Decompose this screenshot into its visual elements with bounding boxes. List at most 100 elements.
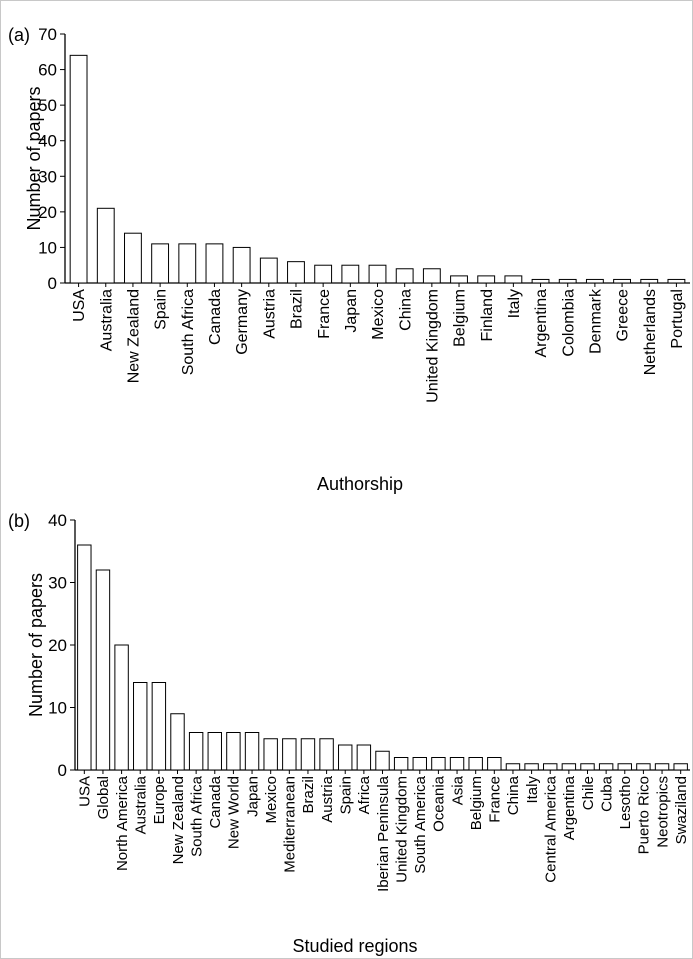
- bar-mediterranean: [282, 738, 297, 771]
- x-tick-label: Brazil: [300, 776, 317, 814]
- x-tick-label: Swaziland: [673, 776, 690, 844]
- x-tick-label: Greece: [615, 289, 632, 342]
- bar-canada: [205, 243, 224, 284]
- x-axis-title: Studied regions: [292, 936, 417, 956]
- x-tick-label: Argentina: [533, 289, 550, 358]
- bar-oceania: [431, 757, 446, 771]
- x-tick-label: Chile: [580, 776, 597, 810]
- x-tick-label: Neotropics: [654, 776, 671, 848]
- y-tick-label: 60: [38, 61, 57, 80]
- x-tick-label: Europe: [151, 776, 168, 824]
- bar-portugal: [667, 278, 686, 284]
- x-tick-label: United Kingdom: [393, 776, 410, 883]
- x-tick-label: Oceania: [431, 775, 448, 832]
- y-tick-label: 10: [48, 699, 67, 718]
- bar-usa: [69, 54, 88, 284]
- y-tick-label: 0: [58, 761, 67, 780]
- x-tick-label: Global: [95, 776, 112, 819]
- x-tick-label: Portugal: [669, 289, 686, 349]
- bar-lesotho: [617, 763, 632, 771]
- bar-new-world: [226, 732, 241, 771]
- bar-belgium: [450, 275, 468, 284]
- x-tick-label: Lesotho: [617, 776, 634, 829]
- y-tick-label: 40: [48, 511, 67, 530]
- x-tick-label: Puerto Rico: [636, 776, 653, 854]
- y-tick-label: 70: [38, 25, 57, 44]
- x-tick-label: United Kingdom: [424, 289, 441, 403]
- bar-africa: [356, 744, 372, 771]
- bar-austria: [259, 257, 278, 284]
- bar-denmark: [585, 278, 604, 284]
- x-tick-label: France: [487, 776, 504, 823]
- bar-europe: [151, 682, 167, 771]
- x-tick-label: USA: [77, 776, 94, 807]
- bar-italy: [504, 275, 523, 284]
- bar-argentina: [561, 763, 577, 771]
- y-tick-label: 30: [38, 167, 57, 186]
- x-tick-label: Japan: [343, 289, 360, 333]
- x-tick-label: South Africa: [188, 775, 205, 857]
- bar-germany: [232, 246, 251, 284]
- y-tick-label: 30: [48, 574, 67, 593]
- x-tick-label: New Zealand: [170, 776, 187, 864]
- x-tick-label: Belgium: [468, 776, 485, 830]
- x-tick-label: Canada: [207, 775, 224, 828]
- bar-colombia: [558, 278, 577, 284]
- bar-australia: [96, 207, 115, 284]
- bar-finland: [477, 275, 496, 284]
- x-tick-label: China: [505, 775, 522, 815]
- x-tick-label: Netherlands: [642, 289, 659, 375]
- y-tick-label: 40: [38, 132, 57, 151]
- panel-label: (a): [8, 25, 30, 45]
- bar-austria: [319, 738, 334, 771]
- x-tick-label: Australia: [98, 289, 115, 351]
- x-tick-label: New Zealand: [126, 289, 143, 383]
- x-tick-label: Africa: [356, 775, 373, 814]
- bar-asia: [449, 757, 465, 771]
- bar-italy: [524, 763, 539, 771]
- bar-chile: [580, 763, 595, 771]
- bar-usa: [77, 544, 92, 771]
- y-tick-label: 10: [38, 238, 57, 257]
- bar-south-africa: [188, 732, 204, 771]
- bar-central-america: [543, 763, 558, 771]
- x-tick-label: South America: [412, 775, 429, 873]
- x-tick-label: Argentina: [561, 775, 578, 840]
- panel-b: 0 10 20 30 40 USA Global North America Australia…: [8, 511, 690, 956]
- bar-belgium: [468, 757, 483, 771]
- bar-japan: [244, 732, 260, 771]
- bar-north-america: [114, 644, 129, 771]
- x-tick-label: Central America: [542, 775, 559, 882]
- x-tick-label: Italy: [524, 776, 541, 804]
- y-tick-label: 20: [38, 203, 57, 222]
- bar-new-zealand: [170, 713, 185, 771]
- bar-south-africa: [178, 243, 197, 284]
- x-tick-label: Spain: [337, 776, 354, 814]
- bar-china: [395, 268, 414, 284]
- bar-global: [95, 569, 111, 771]
- bar-greece: [613, 278, 631, 284]
- bar-iberian-peninsula: [375, 750, 390, 771]
- y-axis-title: Number of papers: [26, 573, 46, 717]
- y-tick-label: 0: [48, 274, 57, 293]
- x-tick-label: Japan: [244, 776, 261, 817]
- x-tick-label: Cuba: [598, 775, 615, 812]
- bar-united-kingdom: [422, 268, 441, 284]
- bar-netherlands: [640, 278, 659, 284]
- x-tick-label: Asia: [449, 775, 466, 805]
- x-tick-label: Iberian Peninsula: [375, 775, 392, 892]
- x-tick-label: Italy: [506, 289, 523, 318]
- x-tick-label: France: [316, 289, 333, 339]
- x-tick-label: South Africa: [180, 289, 197, 375]
- x-tick-label: North America: [114, 775, 131, 871]
- bar-france: [487, 757, 502, 771]
- x-tick-label: Germany: [234, 289, 251, 355]
- bar-spain: [151, 243, 170, 284]
- x-tick-label: Belgium: [452, 289, 469, 347]
- bar-mexico: [368, 264, 387, 284]
- bar-neotropics: [654, 763, 670, 771]
- bar-japan: [341, 264, 360, 284]
- y-tick-label: 50: [38, 96, 57, 115]
- x-tick-label: Mexico: [263, 776, 280, 824]
- x-tick-label: Finland: [479, 289, 496, 341]
